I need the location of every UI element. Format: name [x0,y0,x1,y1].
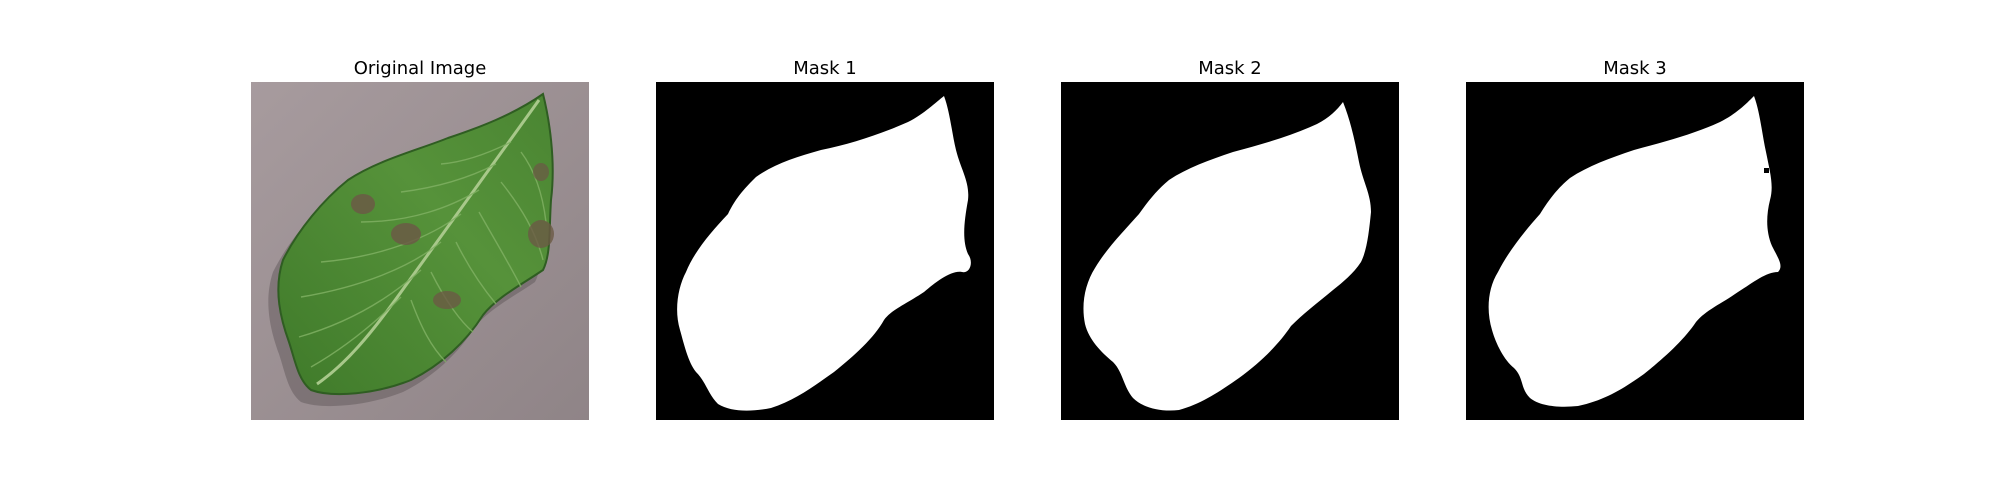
mask-3-leaf-region [1488,96,1781,407]
mask-2-leaf-region [1083,102,1371,411]
mask-1-image [656,82,994,420]
mask-1-leaf-region [677,96,971,411]
mask-1-title: Mask 1 [793,58,857,79]
mask-3-image [1466,82,1804,420]
mask-2-title: Mask 2 [1198,58,1262,79]
leaf-lesions [351,163,554,309]
mask-3-hole [1764,168,1769,173]
original-image-panel: Original Image [251,56,589,420]
mask-2-panel: Mask 2 [1061,56,1399,420]
original-image-title: Original Image [353,58,487,79]
mask-3-title: Mask 3 [1603,58,1667,79]
mask-3-panel: Mask 3 [1466,56,1804,420]
mask-2-image [1061,82,1399,420]
mask-1-panel: Mask 1 [656,56,994,420]
original-leaf-photo [251,82,589,420]
leaf-veins [298,141,547,368]
